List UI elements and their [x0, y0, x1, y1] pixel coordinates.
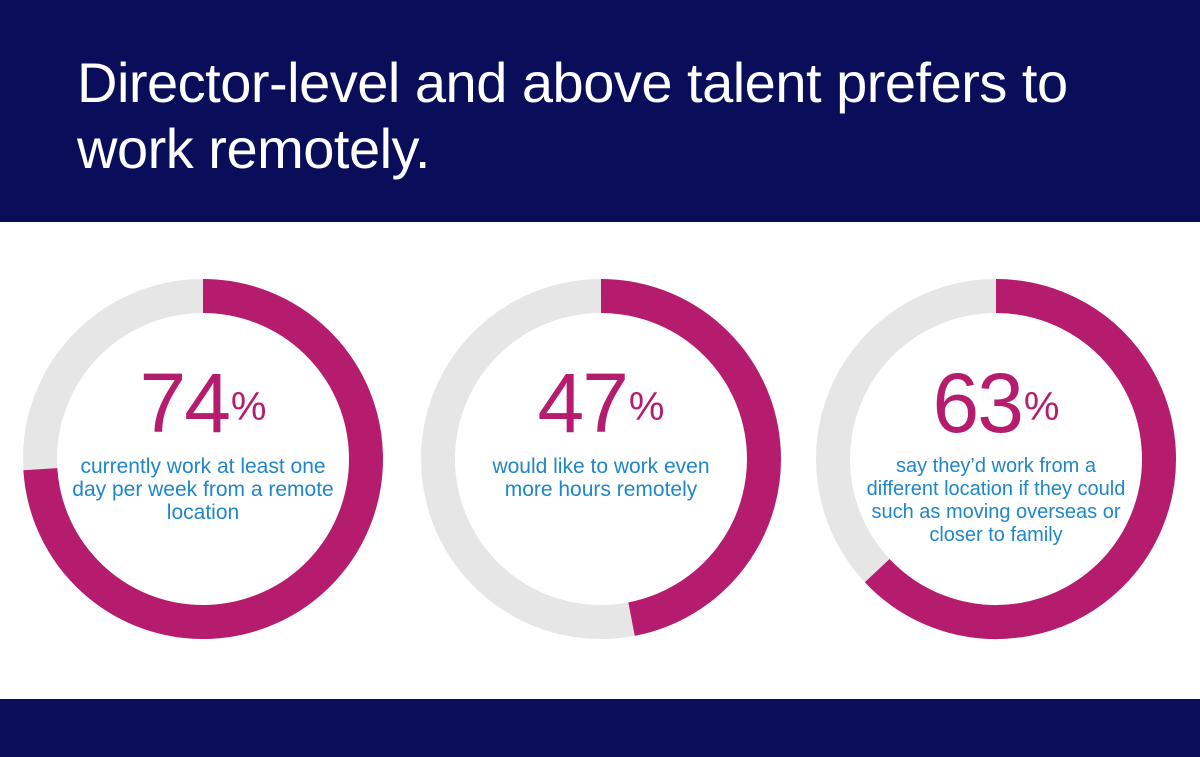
- donut-2-graphic: [421, 279, 781, 639]
- donut-1-percent: 74%: [139, 361, 266, 445]
- donut-2-value: 47: [537, 356, 628, 450]
- donut-3-arc: [864, 279, 1176, 639]
- donut-3-percent: 63%: [932, 361, 1059, 445]
- footer-banner: [0, 699, 1200, 757]
- donut-2-text: 47% would like to work even more hours r…: [466, 361, 736, 501]
- donut-3-text: 63% say they’d work from a different loc…: [861, 361, 1131, 547]
- donut-1-caption: currently work at least one day per week…: [72, 455, 334, 524]
- donut-3-caption: say they’d work from a different locatio…: [866, 455, 1126, 546]
- donut-2-caption: would like to work even more hours remot…: [492, 455, 710, 501]
- donut-2-percent-sign: %: [628, 385, 665, 429]
- donut-chart-1: 74% currently work at least one day per …: [22, 273, 384, 645]
- donut-chart-3: 63% say they’d work from a different loc…: [815, 273, 1177, 645]
- donut-2-arc: [600, 279, 781, 636]
- donut-1-graphic: [23, 279, 383, 639]
- donut-2-percent: 47%: [537, 361, 664, 445]
- donut-3-value: 63: [932, 356, 1023, 450]
- header-banner: Director-level and above talent prefers …: [0, 0, 1200, 222]
- donut-chart-2: 47% would like to work even more hours r…: [420, 273, 782, 645]
- donut-3-graphic: [816, 279, 1176, 639]
- donut-1-text: 74% currently work at least one day per …: [68, 361, 338, 524]
- page-title: Director-level and above talent prefers …: [77, 51, 1068, 180]
- donut-1-value: 74: [139, 356, 230, 450]
- donut-1-arc: [23, 279, 383, 639]
- donut-1-percent-sign: %: [230, 385, 267, 429]
- donut-3-percent-sign: %: [1023, 385, 1060, 429]
